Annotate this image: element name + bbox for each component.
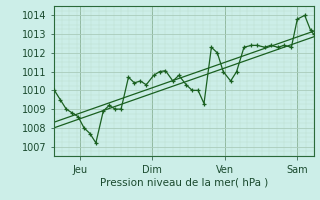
X-axis label: Pression niveau de la mer( hPa ): Pression niveau de la mer( hPa ) (100, 178, 268, 188)
